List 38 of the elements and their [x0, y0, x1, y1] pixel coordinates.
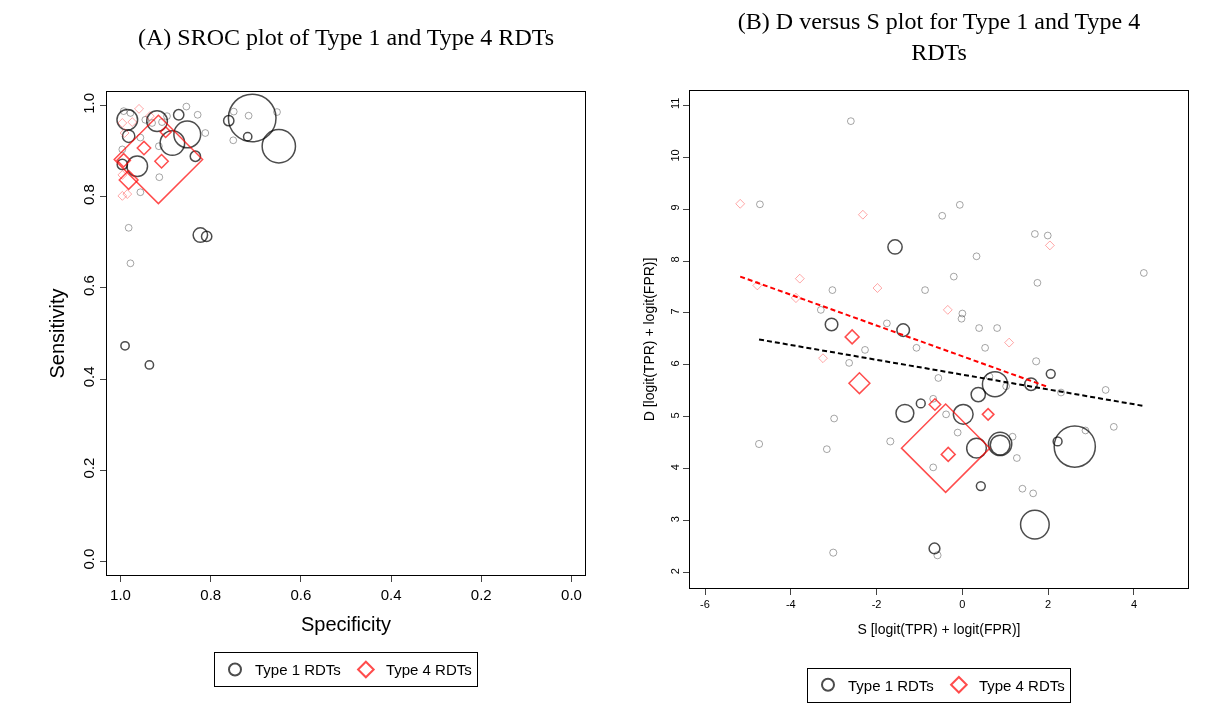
- legend-label: Type 4 RDTs: [978, 676, 1065, 694]
- x-tick-label: 2: [1045, 598, 1052, 611]
- y-tick-label: 2: [668, 568, 681, 575]
- y-tick-label: 11: [668, 97, 681, 110]
- y-tick-label: 3: [668, 516, 681, 523]
- legend-label: Type 4 RDTs: [385, 661, 472, 679]
- y-tick-label: 7: [668, 308, 681, 315]
- x-tick-label: -2: [871, 598, 882, 611]
- x-tick-label: 4: [1130, 598, 1138, 611]
- y-tick-label: 5: [668, 412, 681, 419]
- y-axis-title: D [logit(TPR) + logit(FPR)]: [641, 257, 658, 422]
- y-axis-title: Sensitivity: [45, 288, 68, 379]
- x-tick-label: 0.0: [561, 586, 582, 603]
- chart-title: (B) D versus S plot for Type 1 and Type 4 RDTs: [737, 7, 1141, 65]
- y-tick-label: 0.2: [80, 457, 97, 479]
- y-tick-label: 9: [668, 204, 681, 211]
- x-tick-label: 1.0: [110, 586, 131, 603]
- y-tick-label: 0.8: [80, 184, 97, 205]
- y-tick-label: 6: [668, 360, 681, 367]
- x-tick-label: 0.8: [200, 586, 222, 603]
- y-tick-label: 8: [668, 256, 681, 263]
- y-tick-label: 4: [668, 464, 681, 471]
- x-tick-label: -6: [700, 598, 710, 611]
- y-tick-label: 1.0: [80, 92, 97, 114]
- legend-label: Type 1 RDTs: [848, 676, 934, 694]
- x-axis-title: Specificity: [300, 612, 392, 635]
- y-tick-label: 10: [668, 149, 681, 162]
- chart-title: (A) SROC plot of Type 1 and Type 4 RDTs: [137, 24, 555, 51]
- x-tick-label: 0.6: [290, 586, 312, 603]
- y-tick-label: 0.6: [80, 275, 97, 297]
- y-tick-label: 0.0: [80, 548, 97, 570]
- y-tick-label: 0.4: [80, 366, 97, 388]
- x-tick-label: -4: [785, 598, 796, 611]
- x-tick-label: 0: [959, 598, 966, 611]
- x-tick-label: 0.2: [470, 586, 492, 603]
- x-tick-label: 0.4: [380, 586, 402, 603]
- x-axis-title: S [logit(TPR) + logit(FPR)]: [857, 620, 1021, 637]
- legend-label: Type 1 RDTs: [255, 661, 341, 679]
